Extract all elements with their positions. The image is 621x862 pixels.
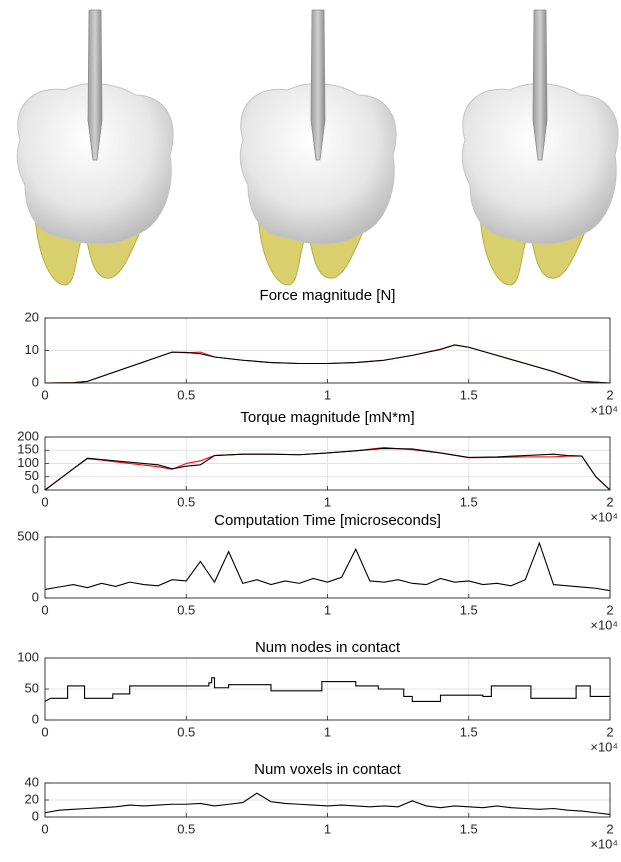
y-tick-label: 100 xyxy=(17,455,39,470)
x-exponent: ×10⁴ xyxy=(590,509,618,524)
chart-title: Num nodes in contact xyxy=(255,639,401,656)
y-tick-label: 40 xyxy=(25,774,39,789)
y-tick-label: 10 xyxy=(25,342,39,357)
x-tick-label: 1 xyxy=(324,724,331,739)
x-tick-label: 0 xyxy=(41,602,48,617)
tooth-image xyxy=(17,10,618,285)
y-tick-label: 0 xyxy=(32,589,39,604)
y-tick-label: 500 xyxy=(17,528,39,543)
x-tick-label: 0 xyxy=(41,724,48,739)
y-tick-label: 0 xyxy=(32,481,39,496)
figure: Force magnitude [N]0102000.511.52×10⁴Tor… xyxy=(0,0,621,862)
x-tick-label: 0.5 xyxy=(177,494,195,509)
x-tick-label: 1.5 xyxy=(460,724,478,739)
y-tick-label: 20 xyxy=(25,791,39,806)
x-tick-label: 0 xyxy=(41,821,48,836)
x-tick-label: 0.5 xyxy=(177,602,195,617)
x-tick-label: 2 xyxy=(606,494,613,509)
x-tick-label: 1.5 xyxy=(460,494,478,509)
x-tick-label: 0.5 xyxy=(177,387,195,402)
x-exponent: ×10⁴ xyxy=(590,402,618,417)
x-exponent: ×10⁴ xyxy=(590,739,618,754)
y-tick-label: 0 xyxy=(32,808,39,823)
x-tick-label: 0.5 xyxy=(177,724,195,739)
chart-title: Force magnitude [N] xyxy=(260,287,396,304)
x-tick-label: 1.5 xyxy=(460,821,478,836)
x-tick-label: 1.5 xyxy=(460,602,478,617)
x-tick-label: 1.5 xyxy=(460,387,478,402)
x-tick-label: 2 xyxy=(606,821,613,836)
x-tick-label: 1 xyxy=(324,494,331,509)
x-tick-label: 0 xyxy=(41,494,48,509)
x-tick-label: 0.5 xyxy=(177,821,195,836)
x-tick-label: 1 xyxy=(324,602,331,617)
y-tick-label: 0 xyxy=(32,711,39,726)
y-tick-label: 150 xyxy=(17,442,39,457)
x-tick-label: 1 xyxy=(324,821,331,836)
chart-title: Torque magnitude [mN*m] xyxy=(240,409,414,426)
x-tick-label: 1 xyxy=(324,387,331,402)
chart-title: Num voxels in contact xyxy=(254,761,402,778)
x-tick-label: 0 xyxy=(41,387,48,402)
x-tick-label: 2 xyxy=(606,724,613,739)
y-tick-label: 50 xyxy=(25,468,39,483)
x-tick-label: 2 xyxy=(606,387,613,402)
x-exponent: ×10⁴ xyxy=(590,836,618,851)
x-exponent: ×10⁴ xyxy=(590,617,618,632)
chart-title: Computation Time [microseconds] xyxy=(214,512,441,529)
y-tick-label: 0 xyxy=(32,374,39,389)
y-tick-label: 20 xyxy=(25,309,39,324)
y-tick-label: 200 xyxy=(17,428,39,443)
x-tick-label: 2 xyxy=(606,602,613,617)
y-tick-label: 100 xyxy=(17,649,39,664)
y-tick-label: 50 xyxy=(25,680,39,695)
